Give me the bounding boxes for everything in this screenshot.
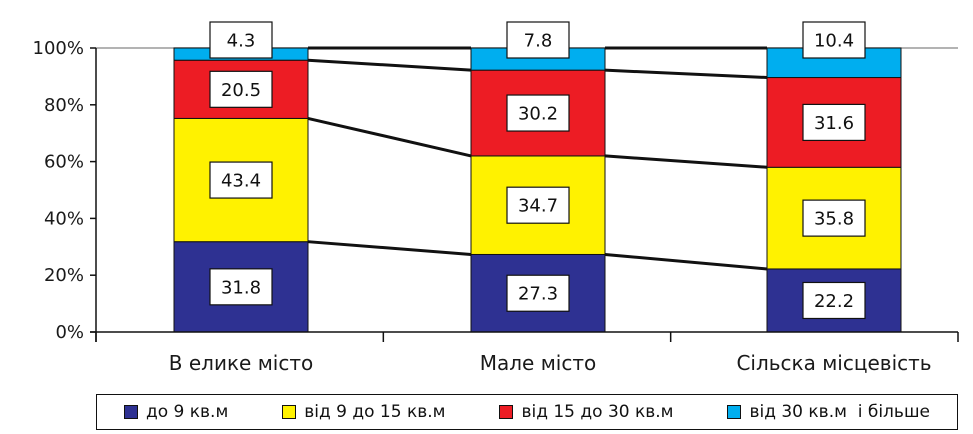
data-label: 31.6 <box>802 103 866 142</box>
data-label-box <box>506 274 570 312</box>
legend-swatch <box>282 405 297 419</box>
legend-label: від 15 до 30 кв.м <box>521 402 674 422</box>
data-label: 20.5 <box>209 70 273 108</box>
data-label-text: 34.7 <box>518 196 558 217</box>
data-label-box <box>506 186 570 224</box>
y-tick-label: 20% <box>44 265 84 286</box>
data-label-text: 35.8 <box>814 209 854 230</box>
data-label-text: 10.4 <box>814 31 854 52</box>
legend-item: до 9 кв.м <box>123 402 229 422</box>
y-tick-label: 100% <box>33 38 84 59</box>
data-label-text: 31.8 <box>221 277 261 298</box>
y-tick-label: 0% <box>55 322 84 343</box>
data-label-box <box>802 281 866 320</box>
legend-label: до 9 кв.м <box>145 402 229 422</box>
data-label-text: 7.8 <box>524 31 553 52</box>
data-label-box <box>802 103 866 142</box>
data-label-text: 27.3 <box>518 284 558 305</box>
series-connector-line <box>604 154 768 169</box>
y-tick-label: 40% <box>44 208 84 229</box>
data-label: 31.8 <box>209 268 273 306</box>
legend-item: від 30 кв.м і більше <box>727 402 930 422</box>
data-label: 30.2 <box>506 94 570 132</box>
x-tick-label: Сільска місцевість <box>736 351 931 375</box>
legend-swatch <box>727 405 742 419</box>
data-label: 10.4 <box>802 21 866 59</box>
data-label-box <box>209 161 273 199</box>
legend-label: від 30 кв.м і більше <box>749 402 930 422</box>
data-label-text: 20.5 <box>221 80 261 101</box>
legend-item: від 9 до 15 кв.м <box>282 402 445 422</box>
data-label-text: 31.6 <box>814 113 854 134</box>
data-label-box <box>506 21 570 59</box>
series-connector-line <box>307 240 472 256</box>
data-label: 4.3 <box>209 21 273 59</box>
x-tick-label: Мале місто <box>480 351 596 375</box>
data-label-box <box>209 70 273 108</box>
legend-item: від 15 до 30 кв.м <box>499 402 674 422</box>
series-connector-line <box>307 116 472 158</box>
data-label: 35.8 <box>802 199 866 237</box>
stacked-bar-chart: 31.8 27.3 22.2 43.4 34.7 35.8 20.5 30.2 31.6 4.3 7… <box>33 21 959 375</box>
series-connector-line <box>307 58 472 72</box>
y-tick-label: 60% <box>44 152 84 173</box>
data-label-box <box>802 199 866 237</box>
data-label: 22.2 <box>802 281 866 320</box>
data-label-text: 4.3 <box>227 31 256 52</box>
data-label: 27.3 <box>506 274 570 312</box>
data-label-text: 30.2 <box>518 104 558 125</box>
series-connector-line <box>604 252 768 271</box>
data-label: 34.7 <box>506 186 570 224</box>
data-label-box <box>209 268 273 306</box>
y-tick-label: 80% <box>44 95 84 116</box>
legend-swatch <box>123 405 138 419</box>
data-label-box <box>802 21 866 59</box>
legend-label: від 9 до 15 кв.м <box>304 402 446 422</box>
data-label: 7.8 <box>506 21 570 59</box>
chart-legend: до 9 кв.м від 9 до 15 кв.м від 15 до 30 кв… <box>96 394 958 430</box>
series-connector-line <box>604 68 768 80</box>
data-label-box <box>506 94 570 132</box>
data-label-box <box>209 21 273 59</box>
data-label: 43.4 <box>209 161 273 199</box>
data-label-text: 43.4 <box>221 171 261 192</box>
legend-swatch <box>499 405 514 419</box>
x-tick-label: В елике місто <box>169 351 313 375</box>
data-label-text: 22.2 <box>814 291 854 312</box>
